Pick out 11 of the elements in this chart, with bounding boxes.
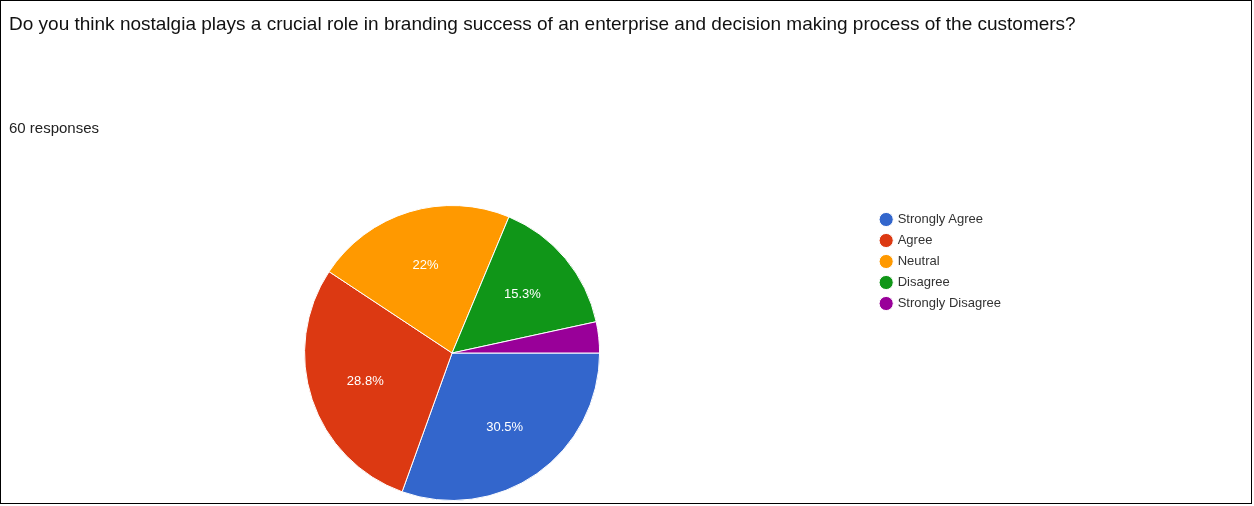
- data-label: 22%: [412, 257, 439, 273]
- legend-label: Neutral: [897, 253, 940, 269]
- chart-title: Do you think nostalgia plays a crucial role in branding success of an enterprise and decision making process of the customers?: [9, 12, 1077, 36]
- data-label: 28.8%: [346, 373, 385, 389]
- legend-label: Strongly Agree: [897, 211, 983, 227]
- legend-label: Strongly Disagree: [897, 295, 1001, 311]
- text: 60 responses: [9, 119, 100, 136]
- data-label: 15.3%: [503, 286, 542, 302]
- legend-label: Disagree: [897, 274, 950, 290]
- data-label: 30.5%: [486, 419, 524, 435]
- legend-label: Agree: [897, 232, 933, 248]
